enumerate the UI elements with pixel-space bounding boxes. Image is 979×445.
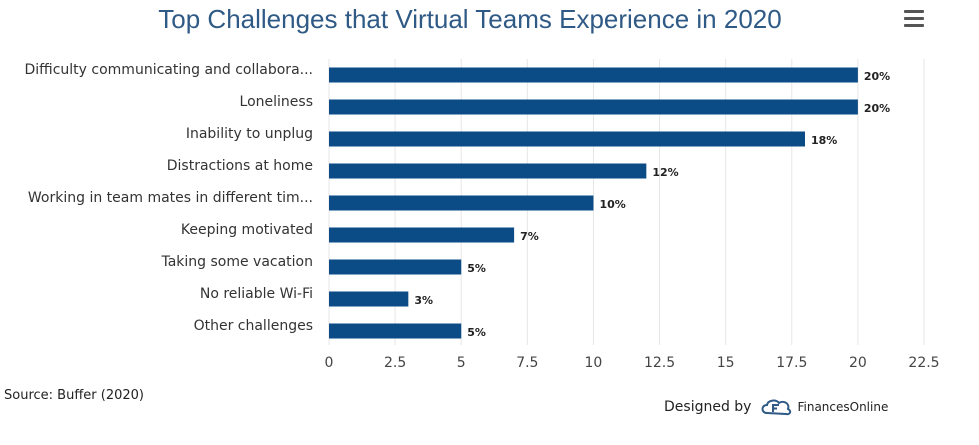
data-label: 10% [599, 198, 625, 211]
x-tick-label: 22.5 [908, 355, 939, 371]
x-tick-label: 10 [585, 355, 603, 371]
data-label: 5% [467, 326, 486, 339]
bar[interactable] [329, 131, 805, 147]
x-tick-label: 7.5 [516, 355, 538, 371]
data-label: 18% [811, 134, 837, 147]
category-label: Difficulty communicating and collabora..… [25, 62, 313, 78]
x-tick-label: 2.5 [384, 355, 406, 371]
bar[interactable] [329, 323, 462, 339]
financesonline-logo-icon [761, 399, 792, 416]
x-tick-label: 0 [325, 355, 334, 371]
data-label: 3% [414, 294, 433, 307]
bar[interactable] [329, 291, 409, 307]
category-label: Taking some vacation [160, 254, 313, 270]
category-label: No reliable Wi-Fi [200, 286, 313, 302]
category-label: Distractions at home [167, 158, 313, 174]
chart-title: Top Challenges that Virtual Teams Experi… [158, 4, 782, 34]
hamburger-menu-icon[interactable] [904, 10, 924, 28]
data-label: 12% [652, 166, 678, 179]
category-label: Working in team mates in different tim..… [28, 190, 313, 206]
category-label: Other challenges [194, 318, 313, 334]
source-note: Source: Buffer (2020) [4, 388, 144, 403]
category-label: Keeping motivated [181, 222, 313, 238]
x-tick-label: 15 [717, 355, 735, 371]
category-label: Loneliness [240, 94, 313, 110]
bar[interactable] [329, 99, 858, 115]
category-label: Inability to unplug [186, 126, 313, 142]
bar[interactable] [329, 195, 594, 211]
brand-name: FinancesOnline [797, 400, 889, 414]
designed-by-credit[interactable]: Designed by FinancesOnline [664, 396, 888, 418]
x-tick-label: 20 [849, 355, 867, 371]
x-tick-label: 12.5 [644, 355, 675, 371]
bar[interactable] [329, 67, 858, 83]
x-tick-label: 5 [457, 355, 466, 371]
data-label: 20% [864, 70, 890, 83]
data-label: 7% [520, 230, 539, 243]
designed-by-label: Designed by [664, 399, 752, 415]
bar[interactable] [329, 259, 462, 275]
bar[interactable] [329, 227, 515, 243]
data-label: 5% [467, 262, 486, 275]
data-label: 20% [864, 102, 890, 115]
bar[interactable] [329, 163, 647, 179]
x-tick-label: 17.5 [776, 355, 807, 371]
